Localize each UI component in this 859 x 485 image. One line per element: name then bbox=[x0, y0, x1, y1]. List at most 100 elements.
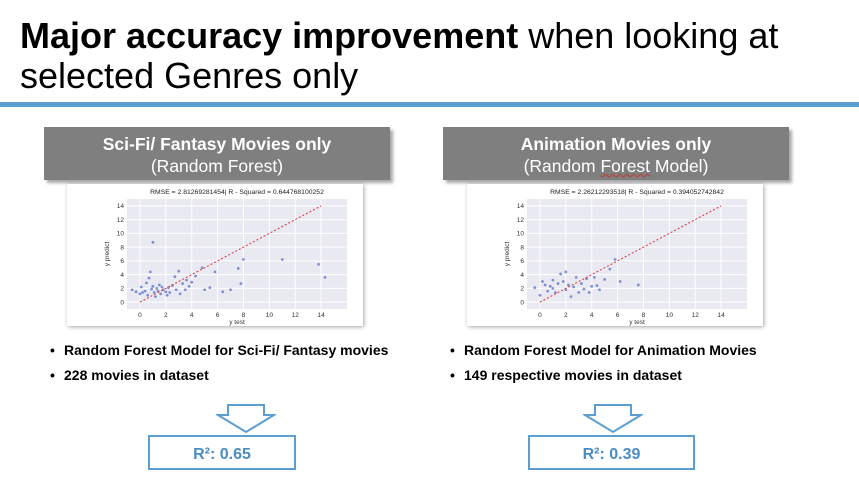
y-tick-label: 2 bbox=[520, 286, 524, 293]
scatter-point bbox=[585, 277, 588, 281]
scatter-point bbox=[546, 289, 550, 293]
scatter-point bbox=[160, 285, 164, 289]
scatter-point bbox=[164, 290, 168, 294]
y-tick-label: 6 bbox=[120, 258, 124, 265]
scatter-point bbox=[618, 280, 622, 283]
scatter-point bbox=[151, 240, 155, 244]
scifi-scatter-chart: 0 2 4 6 8 10 12 14 0 2 4 6 8 10 12 14 RMSE = 2.812692814… bbox=[67, 184, 363, 326]
chart-title: RMSE = 2.81269281454| R - Squared = 0.64… bbox=[150, 189, 324, 196]
x-tick-label: 10 bbox=[266, 312, 274, 319]
scatter-point bbox=[130, 288, 134, 292]
scatter-point bbox=[141, 291, 144, 294]
scatter-point bbox=[236, 267, 240, 270]
scatter-point bbox=[148, 270, 152, 274]
animation-bullet-list: Random Forest Model for Animation Movies… bbox=[450, 342, 810, 392]
scatter-point bbox=[572, 285, 575, 289]
scatter-point bbox=[185, 278, 188, 282]
scatter-point bbox=[146, 293, 150, 297]
scatter-point bbox=[636, 283, 640, 287]
y-tick-label: 12 bbox=[117, 217, 125, 224]
animation-scatter-svg: 0 2 4 6 8 10 12 14 0 2 4 6 8 10 12 14 RMSE = 2.262122935… bbox=[504, 189, 747, 326]
slide-title-bold: Major accuracy improvement bbox=[20, 15, 519, 56]
y-tick-label: 0 bbox=[120, 299, 124, 306]
scatter-point bbox=[151, 284, 155, 288]
scifi-scatter-svg: 0 2 4 6 8 10 12 14 0 2 4 6 8 10 12 14 RMSE = 2.812692814… bbox=[104, 189, 347, 326]
scifi-bullet-count: 228 movies in dataset bbox=[50, 367, 410, 384]
scatter-point bbox=[608, 267, 612, 271]
x-axis-label: y test bbox=[629, 319, 645, 326]
animation-scatter-chart: 0 2 4 6 8 10 12 14 0 2 4 6 8 10 12 14 RMSE = 2.262122935… bbox=[467, 184, 763, 326]
scatter-point bbox=[567, 283, 570, 287]
x-tick-label: 4 bbox=[590, 312, 594, 319]
scatter-point bbox=[145, 281, 148, 285]
scatter-point bbox=[221, 290, 225, 294]
scatter-point bbox=[582, 287, 586, 291]
scifi-bullet-list: Random Forest Model for Sci-Fi/ Fantasy … bbox=[50, 342, 410, 392]
animation-panel-header: Animation Movies only (Random Forest Mod… bbox=[443, 127, 789, 180]
scatter-point bbox=[157, 283, 161, 287]
scatter-point bbox=[280, 258, 284, 261]
scatter-point bbox=[579, 282, 583, 285]
scatter-point bbox=[181, 282, 185, 285]
scatter-point bbox=[173, 275, 177, 279]
scatter-point bbox=[551, 286, 555, 290]
scatter-point bbox=[183, 288, 187, 292]
scatter-point bbox=[595, 284, 599, 288]
scatter-point bbox=[564, 270, 568, 274]
y-tick-label: 4 bbox=[520, 272, 524, 279]
y-tick-label: 14 bbox=[117, 203, 125, 210]
scatter-point bbox=[548, 284, 552, 288]
scatter-point bbox=[590, 284, 594, 288]
x-tick-label: 4 bbox=[190, 312, 194, 319]
scatter-point bbox=[587, 291, 591, 294]
scatter-point bbox=[598, 288, 601, 292]
scatter-point bbox=[139, 285, 143, 289]
scatter-point bbox=[138, 292, 142, 296]
scatter-point bbox=[317, 262, 320, 266]
scatter-point bbox=[556, 282, 560, 285]
chart-title: RMSE = 2.26212293518| R - Squared = 0.39… bbox=[550, 189, 724, 196]
scatter-point bbox=[168, 291, 172, 294]
scatter-point bbox=[323, 275, 327, 279]
scatter-point bbox=[541, 280, 544, 283]
x-tick-label: 10 bbox=[666, 312, 674, 319]
y-tick-label: 8 bbox=[520, 244, 524, 251]
scatter-point bbox=[613, 258, 617, 261]
x-tick-label: 12 bbox=[292, 312, 300, 319]
y-tick-label: 0 bbox=[520, 299, 524, 306]
scatter-point bbox=[574, 275, 578, 279]
scatter-point bbox=[577, 291, 581, 294]
plot-area bbox=[527, 199, 747, 309]
scatter-point bbox=[154, 295, 157, 299]
scatter-point bbox=[143, 289, 147, 293]
x-tick-label: 2 bbox=[164, 312, 168, 319]
scatter-point bbox=[187, 284, 191, 288]
x-tick-label: 2 bbox=[564, 312, 568, 319]
x-tick-label: 0 bbox=[138, 312, 142, 319]
animation-down-arrow-icon bbox=[583, 404, 643, 434]
x-axis-label: y test bbox=[229, 319, 245, 326]
scatter-point bbox=[569, 295, 573, 299]
scatter-point bbox=[152, 291, 156, 294]
scatter-point bbox=[150, 287, 153, 291]
x-tick-label: 6 bbox=[616, 312, 620, 319]
animation-bullet-model: Random Forest Model for Animation Movies bbox=[450, 342, 810, 359]
scatter-point bbox=[213, 270, 217, 274]
y-tick-label: 8 bbox=[120, 244, 124, 251]
y-tick-label: 6 bbox=[520, 258, 524, 265]
scifi-header-title: Sci-Fi/ Fantasy Movies only bbox=[102, 134, 332, 154]
scatter-point bbox=[554, 291, 557, 294]
scatter-point bbox=[200, 266, 204, 270]
scatter-point bbox=[155, 286, 159, 290]
scatter-point bbox=[147, 276, 151, 280]
scatter-point bbox=[194, 274, 197, 278]
scifi-down-arrow-icon bbox=[216, 404, 276, 434]
scatter-point bbox=[559, 272, 563, 276]
x-tick-label: 14 bbox=[718, 312, 726, 319]
scatter-point bbox=[190, 280, 194, 284]
animation-header-subtitle: (Random Forest Model) bbox=[523, 156, 709, 176]
x-tick-label: 8 bbox=[242, 312, 246, 319]
scatter-point bbox=[592, 275, 596, 279]
slide-title-rest: when looking at selected Genres only bbox=[20, 15, 779, 96]
scatter-point bbox=[242, 258, 245, 261]
